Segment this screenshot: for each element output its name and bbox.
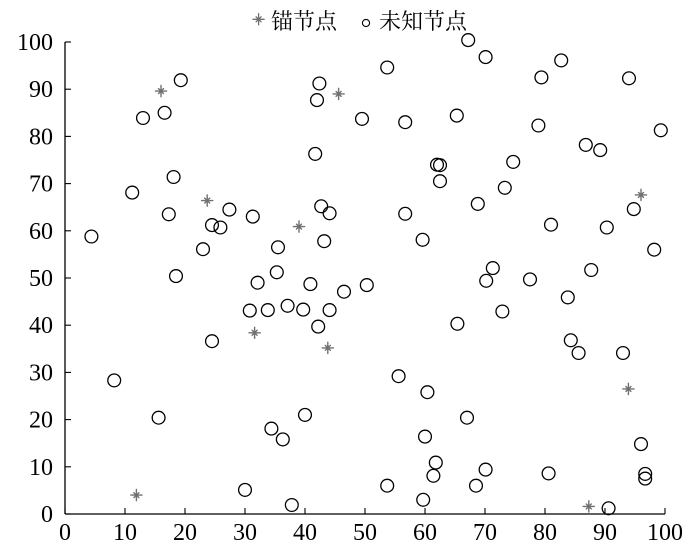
- svg-text:90: 90: [29, 77, 53, 103]
- svg-text:40: 40: [293, 520, 317, 546]
- svg-text:30: 30: [233, 520, 257, 546]
- svg-text:100: 100: [17, 30, 53, 56]
- svg-text:60: 60: [29, 219, 53, 245]
- svg-text:80: 80: [29, 124, 53, 150]
- svg-text:锚节点: 锚节点: [271, 9, 338, 34]
- svg-text:30: 30: [29, 360, 53, 386]
- svg-text:0: 0: [59, 520, 71, 546]
- svg-text:100: 100: [647, 520, 683, 546]
- svg-text:50: 50: [353, 520, 377, 546]
- svg-text:80: 80: [533, 520, 557, 546]
- svg-text:90: 90: [593, 520, 617, 546]
- svg-text:10: 10: [113, 520, 137, 546]
- svg-text:70: 70: [29, 172, 53, 198]
- svg-text:未知节点: 未知节点: [379, 9, 468, 34]
- svg-text:0: 0: [41, 502, 53, 528]
- svg-text:10: 10: [29, 455, 53, 481]
- svg-text:60: 60: [413, 520, 437, 546]
- svg-text:20: 20: [29, 408, 53, 434]
- svg-text:50: 50: [29, 266, 53, 292]
- svg-text:40: 40: [29, 313, 53, 339]
- svg-text:70: 70: [473, 520, 497, 546]
- svg-text:20: 20: [173, 520, 197, 546]
